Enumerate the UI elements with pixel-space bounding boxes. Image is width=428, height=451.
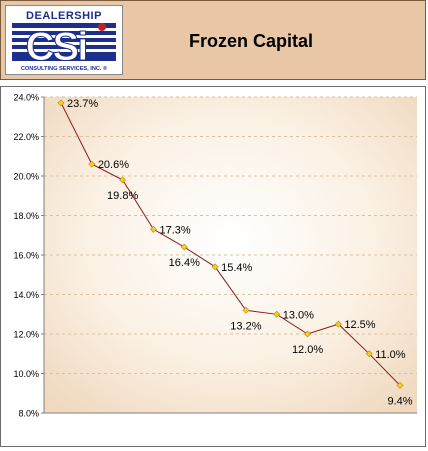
- data-point-marker: [180, 243, 188, 251]
- data-label: 12.5%: [344, 319, 375, 331]
- y-tick-label: 20.0%: [13, 172, 39, 182]
- logo-bottom-text: CONSULTING SERVICES, INC. ®: [21, 65, 108, 72]
- data-point-marker: [242, 306, 250, 314]
- y-tick-label: 8.0%: [18, 409, 39, 419]
- data-point-marker: [57, 99, 65, 107]
- logo-top-text: DEALERSHIP: [26, 10, 102, 22]
- data-point-marker: [150, 225, 157, 233]
- data-label: 17.3%: [159, 224, 190, 236]
- data-label: 16.4%: [169, 257, 200, 269]
- y-tick-label: 16.0%: [13, 251, 39, 261]
- y-tick-label: 12.0%: [13, 330, 39, 340]
- y-tick-label: 14.0%: [13, 290, 39, 300]
- data-point-marker: [119, 176, 127, 184]
- data-points: [57, 99, 404, 389]
- page-title: Frozen Capital: [188, 31, 313, 51]
- data-point-marker: [396, 381, 404, 389]
- y-tick-label: 22.0%: [13, 132, 39, 142]
- chart-panel: 8.0% 10.0% 12.0% 14.0% 16.0% 18.0% 20.0% 22.0% 2…: [0, 86, 426, 447]
- data-point-marker: [88, 160, 96, 168]
- logo-graphic: DEALERSHIP CSi CONSULTING SERVICES, INC.…: [6, 6, 122, 74]
- data-point-marker: [334, 320, 342, 328]
- data-label: 23.7%: [67, 98, 98, 110]
- y-tick-labels: 8.0% 10.0% 12.0% 14.0% 16.0% 18.0% 20.0% 22.0% 2…: [13, 93, 44, 419]
- logo-dot-icon: [98, 23, 106, 31]
- data-label: 15.4%: [221, 262, 252, 274]
- report-header: DEALERSHIP CSi CONSULTING SERVICES, INC.…: [0, 0, 426, 80]
- data-point-marker: [365, 350, 373, 358]
- data-label: 20.6%: [98, 159, 129, 171]
- data-label: 11.0%: [375, 349, 406, 361]
- data-label: 13.2%: [230, 320, 261, 332]
- data-point-marker: [304, 330, 311, 338]
- line-chart: 8.0% 10.0% 12.0% 14.0% 16.0% 18.0% 20.0% 22.0% 2…: [13, 93, 417, 419]
- data-point-marker: [211, 263, 219, 271]
- data-labels: 23.7% 20.6% 19.8% 17.3% 16.4% 15.4% 13.2% 13.0%…: [67, 98, 413, 407]
- logo-letters: CSi: [26, 25, 87, 69]
- data-label: 13.0%: [283, 309, 314, 321]
- y-tick-label: 10.0%: [13, 369, 39, 379]
- series-line: [60, 102, 401, 386]
- gridlines: [44, 96, 417, 374]
- y-tick-label: 18.0%: [13, 211, 39, 221]
- data-label: 12.0%: [292, 344, 323, 356]
- data-point-marker: [273, 310, 281, 318]
- data-label: 19.8%: [107, 190, 138, 202]
- company-logo: DEALERSHIP CSi CONSULTING SERVICES, INC.…: [5, 5, 123, 75]
- y-tick-label: 24.0%: [13, 93, 39, 103]
- data-label: 9.4%: [387, 395, 412, 407]
